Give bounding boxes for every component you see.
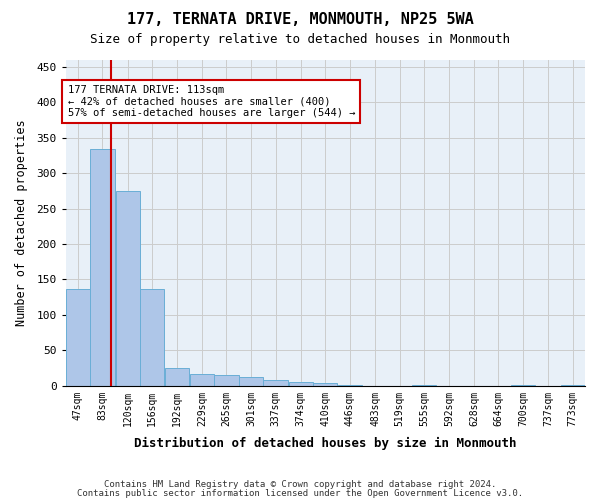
Text: 177, TERNATA DRIVE, MONMOUTH, NP25 5WA: 177, TERNATA DRIVE, MONMOUTH, NP25 5WA <box>127 12 473 28</box>
Text: Contains HM Land Registry data © Crown copyright and database right 2024.: Contains HM Land Registry data © Crown c… <box>104 480 496 489</box>
Bar <box>214 375 239 386</box>
Bar <box>289 382 313 386</box>
Bar <box>511 385 535 386</box>
X-axis label: Distribution of detached houses by size in Monmouth: Distribution of detached houses by size … <box>134 437 517 450</box>
Bar <box>239 377 263 386</box>
Bar <box>560 385 585 386</box>
Bar <box>91 148 115 386</box>
Bar <box>190 374 214 386</box>
Bar <box>116 191 140 386</box>
Bar <box>164 368 189 386</box>
Y-axis label: Number of detached properties: Number of detached properties <box>15 120 28 326</box>
Bar <box>140 288 164 386</box>
Bar <box>263 380 287 386</box>
Bar <box>313 383 337 386</box>
Text: Contains public sector information licensed under the Open Government Licence v3: Contains public sector information licen… <box>77 489 523 498</box>
Text: Size of property relative to detached houses in Monmouth: Size of property relative to detached ho… <box>90 32 510 46</box>
Bar <box>412 385 436 386</box>
Bar <box>338 385 362 386</box>
Bar <box>66 288 90 386</box>
Text: 177 TERNATA DRIVE: 113sqm
← 42% of detached houses are smaller (400)
57% of semi: 177 TERNATA DRIVE: 113sqm ← 42% of detac… <box>68 85 355 118</box>
